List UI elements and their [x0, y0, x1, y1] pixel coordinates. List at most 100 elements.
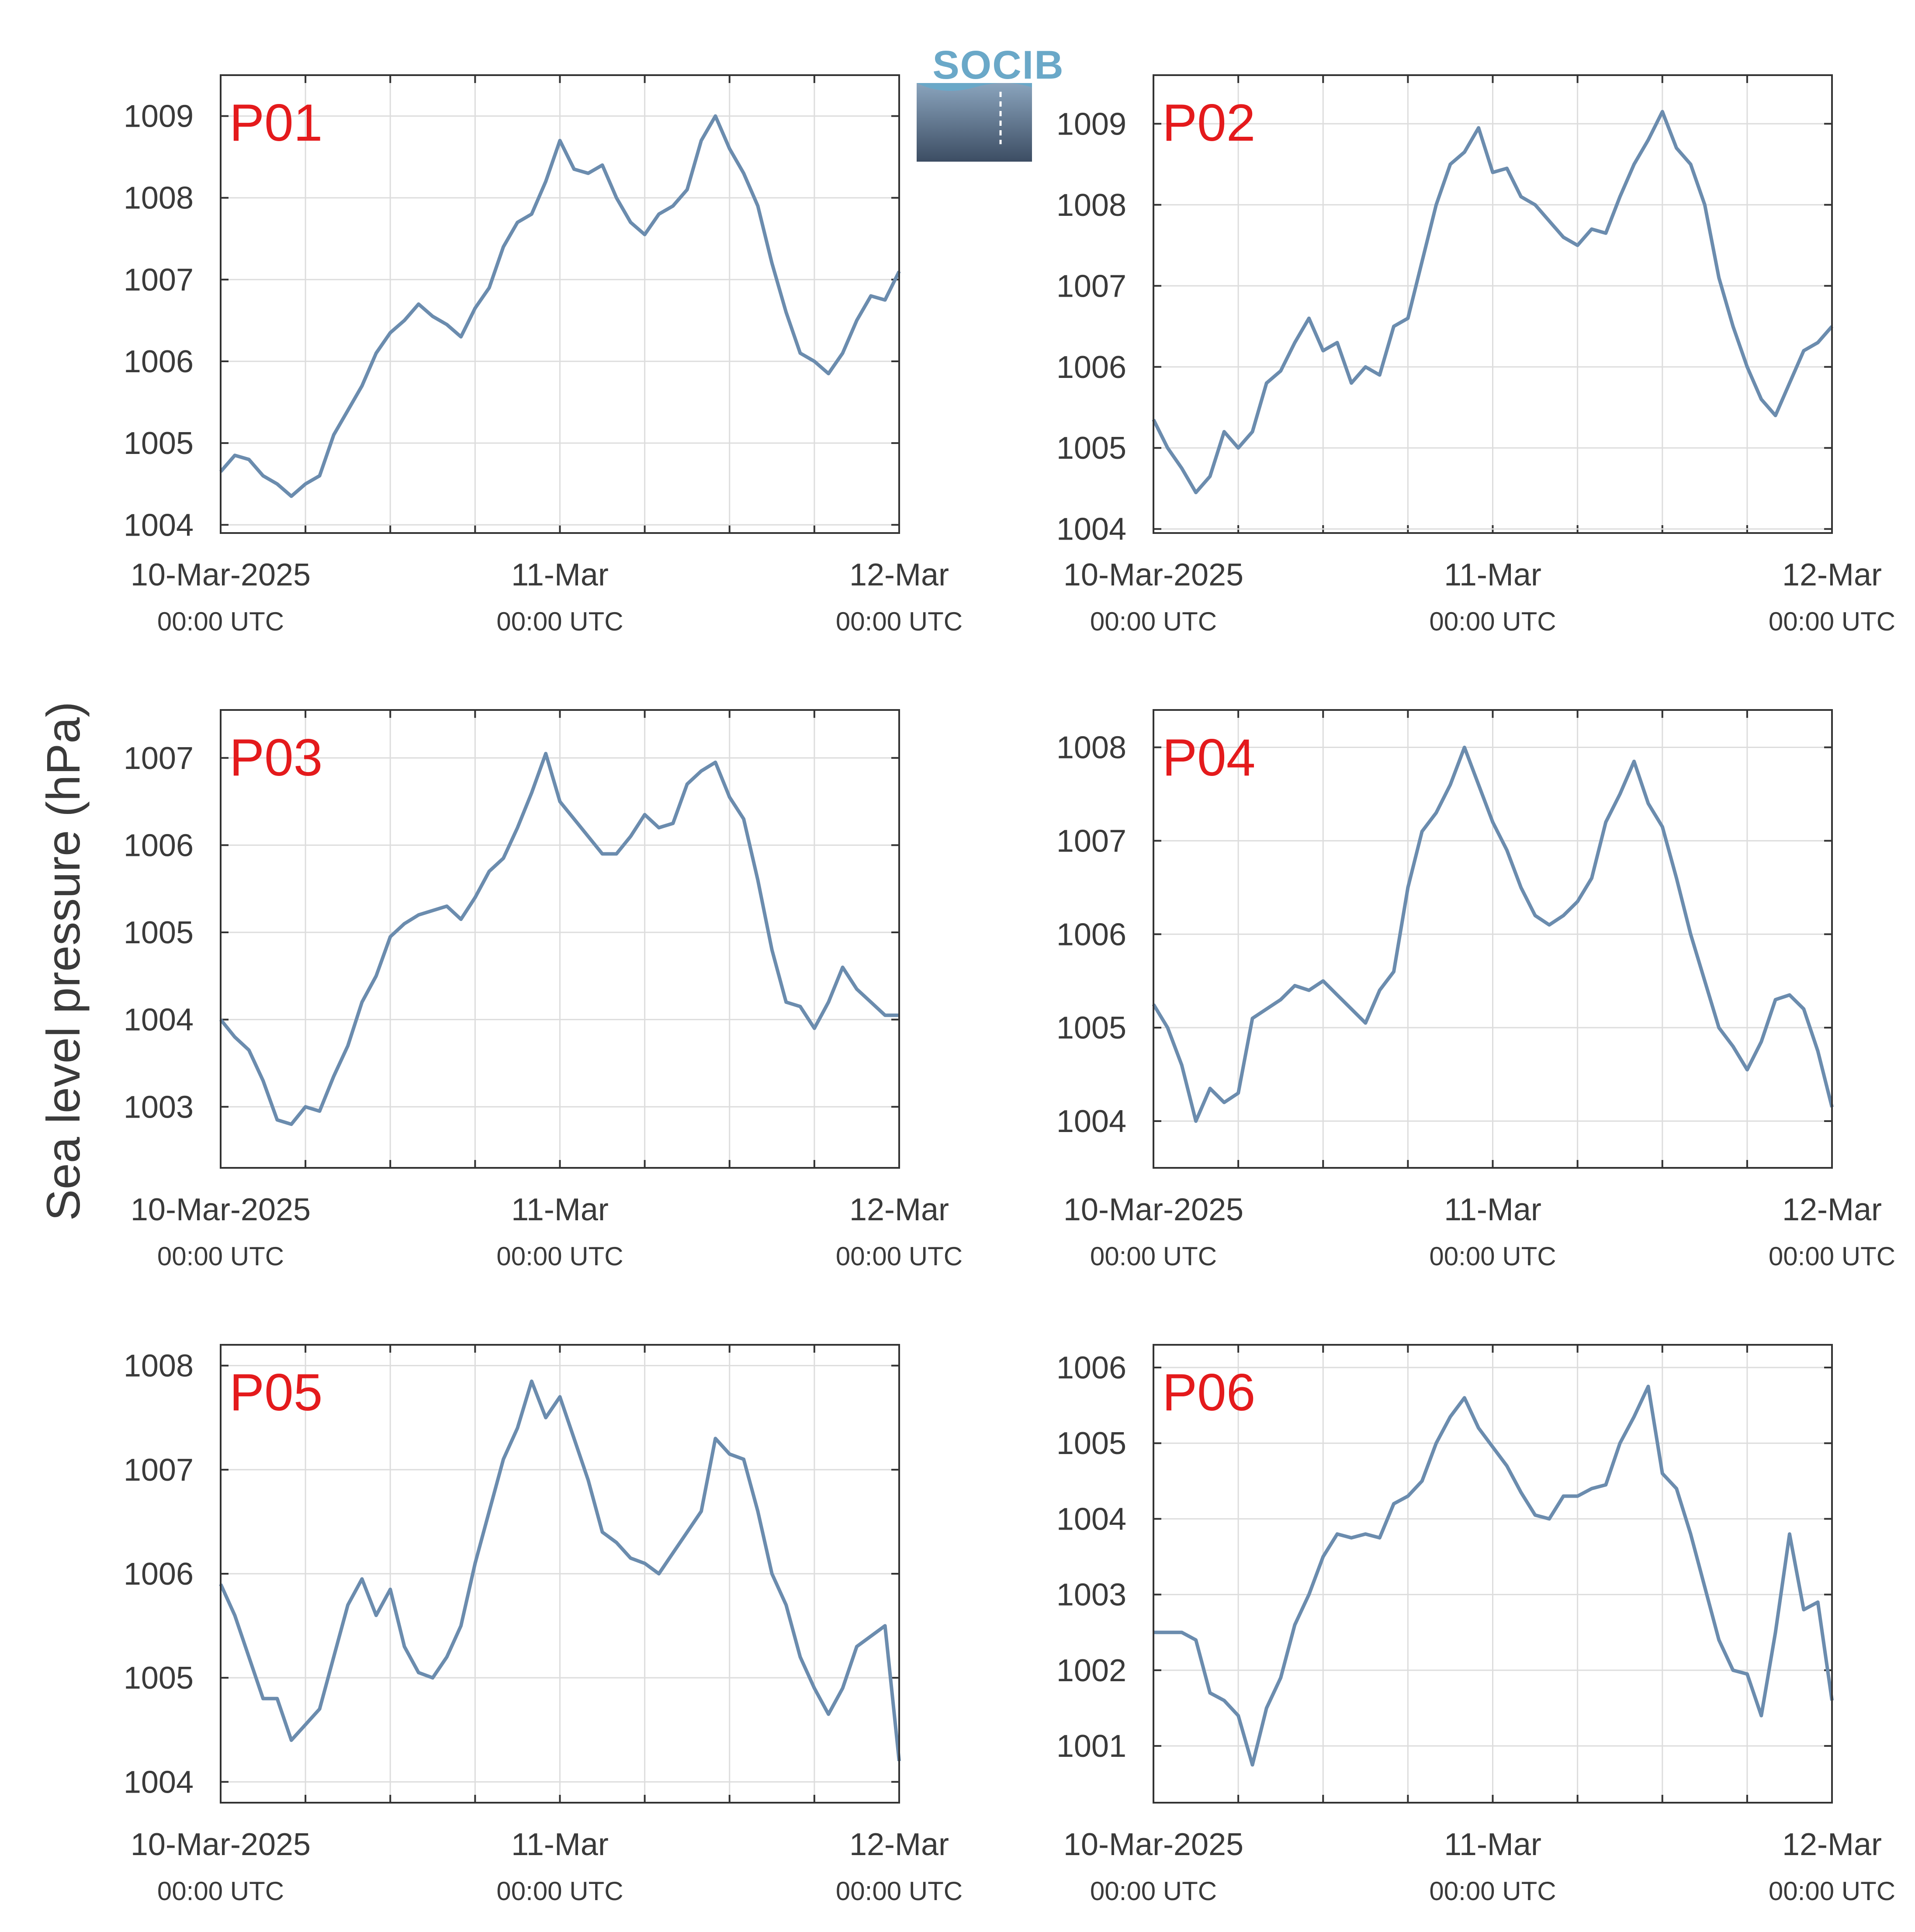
x-tick-label: 11-Mar [1444, 1827, 1541, 1862]
plot-frame [1153, 1344, 1833, 1804]
chart-panel-p05: 1004 1005 1006 1007 1008 10-Mar-2025 00:00 UTC… [124, 1344, 963, 1906]
y-tick-label: 1007 [124, 263, 194, 298]
y-tick-label: 1007 [1056, 269, 1126, 304]
y-tick-label: 1003 [124, 1090, 194, 1125]
plot-frame [220, 709, 900, 1169]
x-tick-label: 11-Mar [511, 557, 609, 592]
logo-gradient-box [917, 83, 1032, 162]
x-tick-sublabel: 00:00 UTC [1090, 1242, 1217, 1271]
panel-label: P03 [229, 728, 323, 787]
chart-panel-p03: 1003 1004 1005 1006 1007 10-Mar-2025 00:00 UTC… [124, 709, 963, 1271]
panel-label: P01 [229, 93, 323, 152]
y-tick-label: 1005 [124, 426, 194, 461]
chart-panels: 1004 1005 1006 1007 1008 1009 10-Mar-2025 00:00… [124, 74, 1895, 1906]
x-tick-label: 10-Mar-2025 [1063, 557, 1243, 592]
y-tick-label: 1006 [124, 828, 194, 863]
plot-frame [1153, 74, 1833, 534]
x-tick-label: 12-Mar [849, 1192, 949, 1227]
x-tick-label: 12-Mar [1782, 1827, 1882, 1862]
y-tick-label: 1004 [1056, 512, 1126, 547]
x-tick-sublabel: 00:00 UTC [496, 1242, 623, 1271]
x-tick-sublabel: 00:00 UTC [1429, 1877, 1556, 1906]
chart-panel-p06: 1001 1002 1003 1004 1005 1006 10-Mar-2025 00:00… [1056, 1344, 1895, 1906]
x-tick-sublabel: 00:00 UTC [157, 1242, 284, 1271]
y-tick-label: 1002 [1056, 1653, 1126, 1688]
pressure-series-line [219, 114, 901, 498]
y-tick-label: 1008 [124, 1349, 194, 1384]
x-tick-sublabel: 00:00 UTC [157, 607, 284, 636]
pressure-series-line [1153, 1385, 1834, 1767]
y-tick-label: 1004 [1056, 1502, 1126, 1537]
x-tick-label: 11-Mar [511, 1827, 609, 1862]
y-tick-label: 1005 [1056, 1426, 1126, 1461]
chart-panel-p02: 1004 1005 1006 1007 1008 1009 10-Mar-2025 00:00… [1056, 74, 1895, 636]
y-tick-label: 1004 [124, 1003, 194, 1038]
x-tick-label: 12-Mar [849, 557, 949, 592]
x-tick-label: 12-Mar [1782, 557, 1882, 592]
x-tick-sublabel: 00:00 UTC [496, 607, 623, 636]
y-tick-label: 1007 [124, 741, 194, 776]
y-tick-label: 1005 [124, 915, 194, 950]
y-tick-label: 1009 [1056, 107, 1126, 142]
x-tick-sublabel: 00:00 UTC [496, 1877, 623, 1906]
x-tick-sublabel: 00:00 UTC [836, 1877, 963, 1906]
x-tick-sublabel: 00:00 UTC [1090, 607, 1217, 636]
x-tick-sublabel: 00:00 UTC [1769, 607, 1895, 636]
y-tick-label: 1006 [1056, 1350, 1126, 1385]
x-tick-sublabel: 00:00 UTC [1429, 607, 1556, 636]
x-tick-label: 10-Mar-2025 [131, 557, 311, 592]
x-tick-sublabel: 00:00 UTC [1429, 1242, 1556, 1271]
pressure-series-line [1152, 745, 1834, 1123]
x-tick-sublabel: 00:00 UTC [157, 1877, 284, 1906]
x-tick-sublabel: 00:00 UTC [1769, 1242, 1895, 1271]
x-tick-sublabel: 00:00 UTC [1769, 1877, 1895, 1906]
y-tick-label: 1007 [124, 1453, 194, 1488]
panel-label: P06 [1162, 1363, 1256, 1422]
chart-panel-p01: 1004 1005 1006 1007 1008 1009 10-Mar-2025 00:00… [124, 74, 963, 636]
x-tick-label: 10-Mar-2025 [1063, 1827, 1243, 1862]
y-axis-label: Sea level pressure (hPa) [37, 702, 90, 1221]
pressure-series-line [1152, 110, 1834, 495]
y-tick-label: 1006 [1056, 917, 1126, 952]
y-tick-label: 1007 [1056, 824, 1126, 859]
chart-panel-p04: 1004 1005 1006 1007 1008 10-Mar-2025 00:00 UTC… [1056, 709, 1895, 1271]
plot-frame [1153, 709, 1833, 1169]
x-tick-sublabel: 00:00 UTC [1090, 1877, 1217, 1906]
plot-frame [220, 1344, 900, 1804]
x-tick-label: 12-Mar [1782, 1192, 1882, 1227]
panel-label: P04 [1162, 728, 1256, 787]
y-tick-label: 1004 [124, 508, 194, 543]
x-tick-sublabel: 00:00 UTC [836, 607, 963, 636]
y-tick-label: 1006 [124, 1557, 194, 1592]
y-tick-label: 1003 [1056, 1578, 1126, 1613]
x-tick-label: 12-Mar [849, 1827, 949, 1862]
y-tick-label: 1009 [124, 99, 194, 134]
x-tick-label: 10-Mar-2025 [1063, 1192, 1243, 1227]
x-tick-label: 10-Mar-2025 [131, 1827, 311, 1862]
logo-text: SOCIB [932, 43, 1064, 87]
y-tick-label: 1004 [1056, 1104, 1126, 1139]
y-tick-label: 1005 [1056, 1011, 1126, 1046]
panel-label: P05 [229, 1363, 323, 1422]
x-tick-sublabel: 00:00 UTC [836, 1242, 963, 1271]
y-tick-label: 1008 [124, 181, 194, 216]
x-tick-label: 11-Mar [511, 1192, 609, 1227]
y-tick-label: 1001 [1056, 1729, 1126, 1764]
y-tick-label: 1008 [1056, 188, 1126, 223]
x-tick-label: 11-Mar [1444, 1192, 1541, 1227]
logo-wave [917, 83, 1032, 91]
plot-frame [220, 74, 900, 534]
panel-label: P02 [1162, 93, 1256, 152]
y-tick-label: 1006 [1056, 350, 1126, 385]
x-tick-label: 10-Mar-2025 [131, 1192, 311, 1227]
y-tick-label: 1008 [1056, 731, 1126, 765]
x-tick-label: 11-Mar [1444, 557, 1541, 592]
y-tick-label: 1004 [124, 1765, 194, 1800]
y-tick-label: 1006 [124, 344, 194, 379]
socib-logo: SOCIB [917, 43, 1064, 162]
pressure-series-line [219, 1379, 901, 1762]
pressure-series-line [219, 751, 899, 1126]
y-tick-label: 1005 [1056, 431, 1126, 466]
y-tick-label: 1005 [124, 1661, 194, 1696]
